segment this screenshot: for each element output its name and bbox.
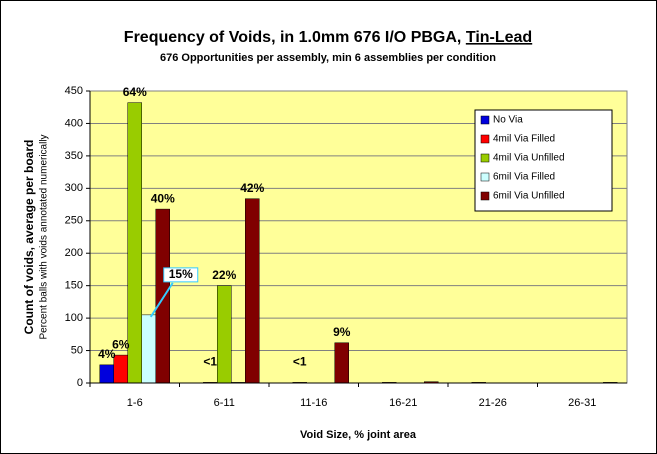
- annotation: 4%: [98, 347, 116, 361]
- bar: [141, 314, 156, 384]
- y-tick-label: 100: [65, 312, 83, 324]
- chart-title: Frequency of Voids, in 1.0mm 676 I/O PBG…: [124, 29, 532, 46]
- y-tick-label: 450: [65, 85, 83, 97]
- annotation: 40%: [151, 191, 175, 205]
- title-main: Frequency of Voids, in 1.0mm 676 I/O PBG…: [124, 29, 462, 46]
- y-tick-label: 150: [65, 280, 83, 292]
- y-tick-label: 350: [65, 150, 83, 162]
- bar: [217, 285, 232, 384]
- annotation: <1: [293, 355, 307, 369]
- annotation-arrow: [149, 282, 174, 318]
- annotation: <1: [203, 355, 217, 369]
- annotation: 64%: [123, 85, 147, 99]
- annotation: 6%: [112, 337, 130, 351]
- bar: [334, 342, 349, 384]
- x-tick-label: 11-16: [300, 397, 327, 409]
- y-tick-label: 400: [65, 117, 83, 129]
- y-axis-label: Count of voids, average per board: [22, 140, 36, 335]
- legend-swatch: [480, 191, 490, 201]
- legend-label: 6mil Via Filled: [493, 172, 555, 183]
- legend-swatch: [480, 153, 490, 163]
- bar: [127, 102, 142, 384]
- bar: [155, 208, 170, 384]
- y-axis-sublabel: Percent balls with voids annotated numer…: [39, 134, 50, 339]
- title-underlined: Tin-Lead: [466, 29, 532, 46]
- annotation: 9%: [333, 325, 351, 339]
- legend-label: 6mil Via Unfilled: [493, 191, 565, 202]
- y-tick-label: 300: [65, 182, 83, 194]
- bar: [113, 354, 128, 384]
- legend-swatch: [480, 172, 490, 182]
- x-tick-label: 6-11: [214, 397, 235, 409]
- x-tick-label: 1-6: [127, 397, 143, 409]
- legend-label: No Via: [493, 115, 523, 126]
- y-tick-label: 0: [77, 377, 83, 389]
- legend-swatch: [480, 134, 490, 144]
- y-tick-label: 50: [71, 344, 83, 356]
- legend-label: 4mil Via Unfilled: [493, 153, 565, 164]
- x-tick-label: 16-21: [389, 397, 417, 409]
- bar: [245, 198, 260, 384]
- annotation: 22%: [212, 268, 236, 282]
- y-tick-label: 250: [65, 215, 83, 227]
- x-axis-label: Void Size, % joint area: [300, 429, 417, 441]
- bar: [99, 364, 114, 384]
- legend: [474, 109, 613, 212]
- annotation: 15%: [169, 267, 193, 281]
- y-tick-label: 200: [65, 247, 83, 259]
- x-tick-label: 21-26: [479, 397, 507, 409]
- annotation: 42%: [240, 181, 264, 195]
- legend-label: 4mil Via Filled: [493, 134, 555, 145]
- x-tick-label: 26-31: [568, 397, 596, 409]
- annotation-box: [163, 267, 199, 283]
- legend-swatch: [480, 115, 490, 125]
- subtitle: 676 Opportunities per assembly, min 6 as…: [160, 52, 496, 64]
